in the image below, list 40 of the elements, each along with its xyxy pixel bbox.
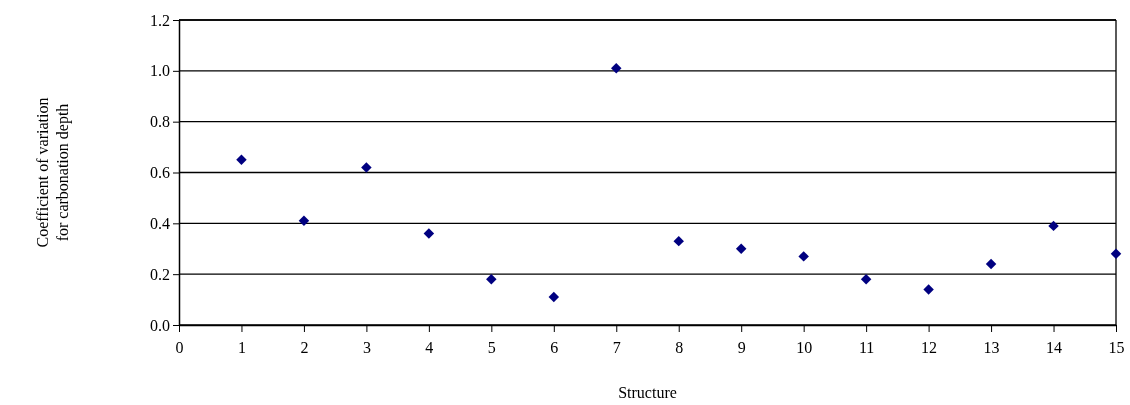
y-tick-label: 0.2 <box>150 265 170 283</box>
y-tick-label: 1.2 <box>150 11 170 29</box>
x-tick-label: 14 <box>1046 338 1063 356</box>
y-axis-title: Coefficient of variation for carbonation depth <box>34 97 72 248</box>
point <box>1110 248 1122 260</box>
x-tick-label: 13 <box>983 338 1000 356</box>
point <box>985 258 997 270</box>
x-tick-label: 6 <box>550 338 559 356</box>
point <box>1048 220 1059 232</box>
y-tick-label: 0.6 <box>150 164 170 182</box>
point <box>361 162 372 173</box>
point <box>798 251 809 262</box>
point <box>423 228 435 239</box>
y-tick-label: 1.0 <box>150 62 170 80</box>
x-tick-label: 8 <box>675 338 684 356</box>
y-tick-label: 0.0 <box>150 316 170 334</box>
x-tick-label: 2 <box>300 338 309 356</box>
x-tick-label: 15 <box>1108 338 1125 356</box>
point <box>486 274 497 285</box>
y-tick-label: 0.8 <box>150 113 170 131</box>
x-tick-label: 10 <box>796 338 813 356</box>
x-tick-label: 9 <box>737 338 746 356</box>
x-tick-label: 0 <box>175 338 184 356</box>
point <box>236 154 247 166</box>
x-tick-label: 7 <box>612 338 621 356</box>
x-tick-label: 5 <box>487 338 496 356</box>
x-axis-title: Structure <box>618 384 677 401</box>
point <box>298 215 310 227</box>
point <box>548 291 560 303</box>
point <box>860 274 872 285</box>
x-tick-label: 4 <box>425 338 434 356</box>
x-tick-label: 1 <box>237 338 246 356</box>
point <box>923 284 934 295</box>
y-tick-label: 0.4 <box>150 214 170 232</box>
point <box>673 235 684 247</box>
x-tick-label: 3 <box>362 338 371 356</box>
point <box>611 63 622 74</box>
x-tick-label: 12 <box>921 338 938 356</box>
x-tick-label: 11 <box>858 338 875 356</box>
point <box>735 243 747 254</box>
